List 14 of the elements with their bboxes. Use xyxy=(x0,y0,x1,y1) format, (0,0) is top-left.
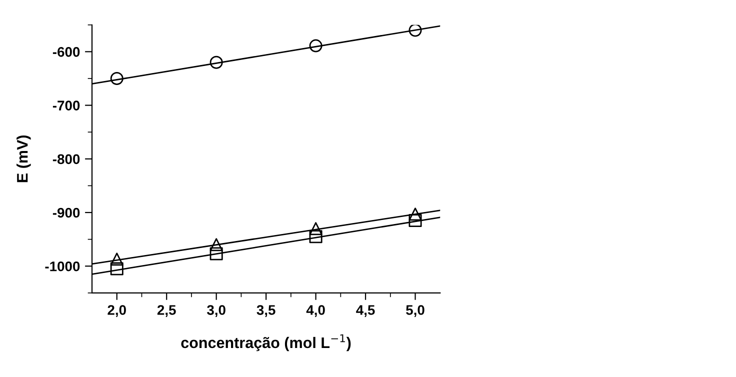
x-tick-label: 3,0 xyxy=(207,305,226,317)
x-tick-label: 5,0 xyxy=(406,305,424,317)
x-tick-label: 2,5 xyxy=(157,305,176,317)
y-tick-label: -800 xyxy=(52,154,80,164)
y-tick-label: -900 xyxy=(52,208,80,218)
x-tick-label: 4,5 xyxy=(356,305,375,317)
x-tick-label: 3,5 xyxy=(256,305,276,317)
y-tick-label: -600 xyxy=(52,47,80,57)
x-tick-label: 2,0 xyxy=(108,305,126,317)
x-axis-title: concentração (mol L$^{−1}$) xyxy=(181,334,351,352)
x-tick-label: 4,0 xyxy=(306,305,325,317)
y-tick-label: -1000 xyxy=(45,261,80,272)
y-tick-label: -700 xyxy=(52,100,80,110)
y-axis-title: E (mV) xyxy=(16,135,31,182)
